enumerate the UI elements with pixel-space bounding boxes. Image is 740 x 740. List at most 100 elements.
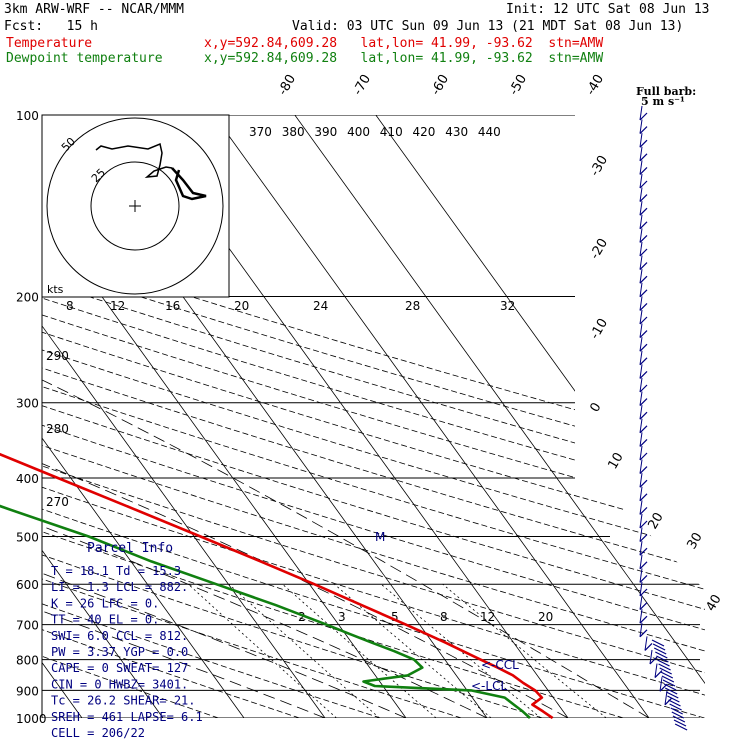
wind-barb <box>639 398 648 407</box>
hodograph-ring <box>46 117 224 295</box>
wind-barb <box>639 391 643 406</box>
theta-label: 370 <box>249 125 272 139</box>
theta-label: 270 <box>46 495 69 509</box>
theta-label: 290 <box>46 349 69 363</box>
wind-barb <box>653 647 667 655</box>
forecast-hour: Fcst: 15 h <box>4 19 98 34</box>
parcel-info-row: CIN = 0 HWBZ= 3401. <box>51 677 188 691</box>
wind-barb <box>639 166 648 175</box>
wind-barb <box>666 691 679 699</box>
pressure-tick-label: 500 <box>16 530 39 544</box>
dry-adiabat-line <box>42 115 705 718</box>
wind-barb <box>639 357 648 366</box>
theta-label: 390 <box>314 125 337 139</box>
wind-barb <box>639 343 648 352</box>
moist-adiabat-line <box>42 296 488 718</box>
wind-barb <box>639 153 648 162</box>
moist-adiabat-line <box>42 296 569 718</box>
hodograph-trace <box>171 167 207 201</box>
valid-time: Valid: 03 UTC Sun 09 Jun 13 (21 MDT Sat … <box>292 19 684 34</box>
dry-adiabat-line <box>42 115 381 718</box>
wind-barb <box>639 330 648 339</box>
isotherm-label: -70 <box>350 72 374 98</box>
wind-barb <box>655 651 668 659</box>
wind-barb <box>639 534 648 543</box>
wind-barb <box>639 486 643 501</box>
wind-barb <box>639 445 643 461</box>
isotherm-label: -50 <box>506 72 530 98</box>
wind-barb <box>639 473 643 488</box>
wind-barb <box>639 506 648 515</box>
isotherm-label: 20 <box>645 510 666 532</box>
hodograph-trace <box>95 142 173 178</box>
pressure-tick-label: 600 <box>16 578 39 592</box>
wind-barbs <box>639 105 688 731</box>
theta-label: 280 <box>46 422 69 436</box>
dewpoint-legend-info: x,y=592.84,609.28 lat,lon= 41.99, -93.62… <box>204 51 604 66</box>
wind-barb <box>649 649 653 665</box>
hodograph-speed-label: 12 <box>110 299 125 313</box>
isotherm-label: 30 <box>684 530 705 552</box>
isotherm-label: -30 <box>587 153 611 179</box>
parcel-info-row: TT = 40 EL = 0. <box>51 613 159 627</box>
mixing-ratio-label: 5 <box>391 610 399 624</box>
wind-barb <box>639 452 648 461</box>
wind-barb <box>657 659 670 667</box>
wind-barb <box>639 214 643 229</box>
dry-adiabat-line <box>42 115 705 718</box>
wind-barb <box>639 588 648 597</box>
wind-barb <box>639 289 648 298</box>
dry-adiabat-line <box>42 115 705 718</box>
wind-barb <box>639 595 643 610</box>
isotherm-label: 10 <box>605 450 626 472</box>
wind-barb <box>639 207 648 216</box>
wind-barb <box>639 234 648 243</box>
isotherm-line <box>0 115 1 718</box>
mixing-ratio-label: 20 <box>538 610 553 624</box>
wind-barb <box>639 201 643 216</box>
isotherm-label: -10 <box>587 316 611 342</box>
lcl-label: <-LCL <box>471 679 507 693</box>
mixing-ratio-line <box>282 583 437 718</box>
wind-barb <box>671 711 685 719</box>
mixing-ratio-line <box>188 583 337 718</box>
wind-barb <box>664 687 678 695</box>
wind-barb <box>639 377 643 393</box>
isotherm-line <box>42 115 326 718</box>
wind-barb <box>659 667 672 675</box>
dry-adiabat-line <box>42 115 705 718</box>
wind-barb <box>639 547 648 556</box>
wind-barb <box>639 609 643 624</box>
theta-label: 410 <box>380 125 403 139</box>
wind-barb <box>639 173 643 189</box>
wind-barb <box>644 642 653 651</box>
wind-barb <box>639 241 643 257</box>
isotherm-label: -60 <box>428 72 452 98</box>
grid-lines <box>0 115 705 718</box>
wind-barb <box>639 248 648 257</box>
wind-barb <box>639 622 643 637</box>
dry-adiabat-line <box>42 115 624 718</box>
wind-barb <box>639 126 648 135</box>
pressure-tick-label: 1000 <box>16 712 47 726</box>
mixing-ratio-label: 12 <box>480 610 495 624</box>
temperature-legend-label: Temperature <box>6 36 93 51</box>
mixing-ratio-label: 2 <box>298 610 306 624</box>
wind-barb <box>664 697 673 706</box>
wind-barb <box>659 677 663 692</box>
isotherm-label: -20 <box>587 236 611 262</box>
dry-adiabat-line <box>42 115 705 718</box>
wind-barb <box>639 500 643 515</box>
hodograph-speed-label: 24 <box>313 299 328 313</box>
dry-adiabat-line <box>42 115 462 718</box>
moist-adiabat-line <box>42 296 650 718</box>
wind-barb <box>639 180 648 189</box>
parcel-info-row: SREH = 461 LAPSE= 6.1 <box>51 710 203 724</box>
wind-barb <box>639 337 643 352</box>
wind-barb <box>639 615 648 624</box>
wind-barb <box>639 493 648 502</box>
wind-barb <box>639 541 643 556</box>
wind-barb <box>639 296 643 311</box>
wind-barb <box>639 432 643 447</box>
